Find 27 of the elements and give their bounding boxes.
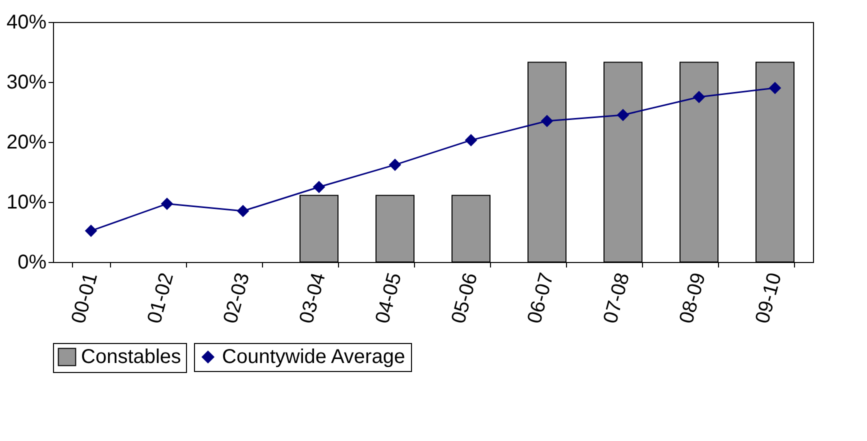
point xyxy=(313,181,325,193)
point xyxy=(617,109,629,121)
x-tick-label: 08-09 xyxy=(676,270,710,326)
point xyxy=(465,134,477,146)
y-tick-label: 10% xyxy=(6,192,47,214)
x-tick-label: 07-08 xyxy=(600,270,634,326)
y-tick-label: 40% xyxy=(6,12,47,34)
legend-label: Countywide Average xyxy=(222,346,406,368)
point xyxy=(541,115,553,127)
y-tick-label: 0% xyxy=(18,252,47,274)
point xyxy=(85,225,97,237)
x-tick-label: 09-10 xyxy=(752,270,786,326)
point xyxy=(693,91,705,103)
x-tick-label: 05-06 xyxy=(448,270,482,326)
point xyxy=(237,205,249,217)
x-tick-label: 00-01 xyxy=(68,270,102,326)
point xyxy=(389,159,401,171)
y-tick-label: 20% xyxy=(6,132,47,154)
x-tick-label: 04-05 xyxy=(372,270,406,326)
x-tick-label: 01-02 xyxy=(144,270,178,326)
point xyxy=(161,198,173,210)
x-tick-label: 02-03 xyxy=(220,270,254,326)
x-tick-label: 03-04 xyxy=(296,270,330,326)
point xyxy=(769,82,781,94)
legend-label: Constables xyxy=(81,346,182,368)
x-tick-label: 06-07 xyxy=(524,270,558,326)
y-tick-label: 30% xyxy=(6,72,47,94)
